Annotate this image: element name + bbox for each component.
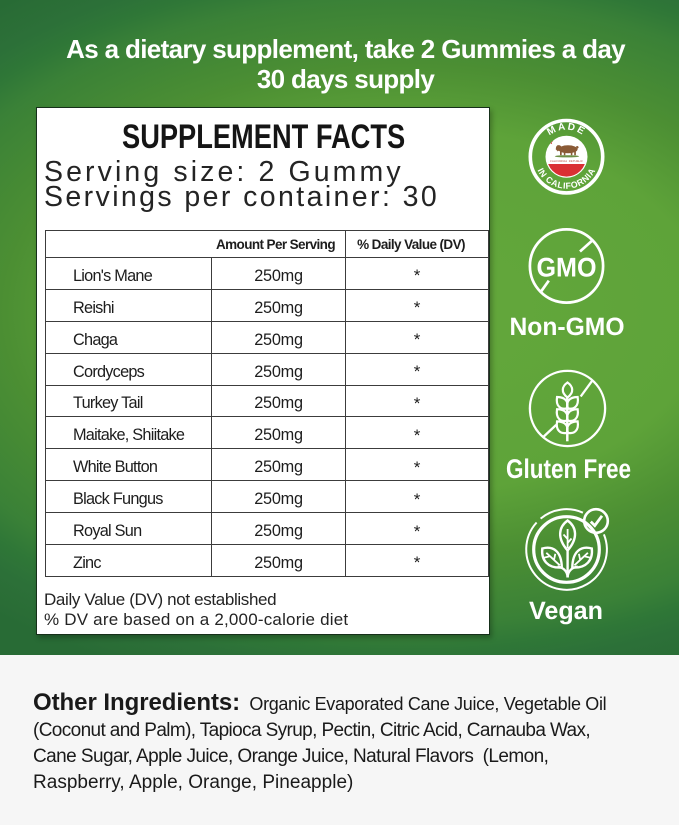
svg-text:GMO: GMO: [537, 253, 597, 283]
svg-text:CALIFORNIA REPUBLIC: CALIFORNIA REPUBLIC: [550, 160, 583, 163]
svg-text:Vegan: Vegan: [529, 597, 603, 625]
svg-text:Non-GMO: Non-GMO: [510, 313, 625, 341]
svg-text:Gluten Free: Gluten Free: [506, 454, 631, 484]
